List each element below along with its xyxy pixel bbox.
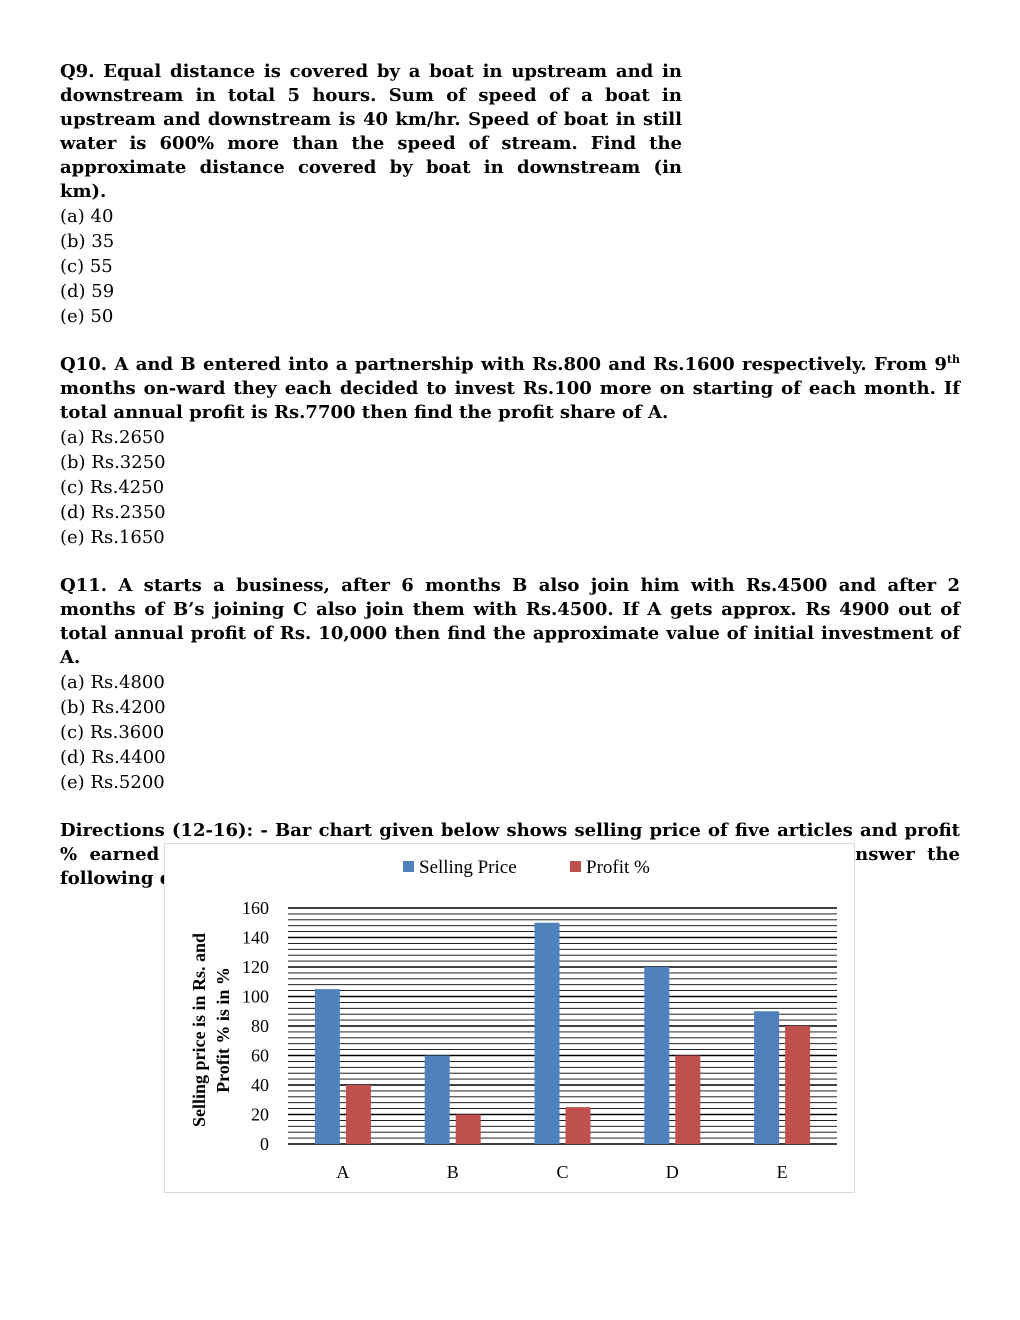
question-10: Q10. A and B entered into a partnership …	[60, 353, 960, 550]
y-axis-label-line2: Profit % is in %	[213, 967, 233, 1093]
option-10a: (a) Rs.2650	[60, 427, 165, 448]
legend-swatch	[403, 861, 414, 872]
option-10e: (e) Rs.1650	[60, 527, 165, 548]
chart-y-ticks: 0 20 40 60 80 100 120 140 160	[242, 898, 269, 1154]
bar-profit-d	[675, 1055, 701, 1144]
question-10-title-sup: th	[946, 353, 960, 366]
y-tick-label: 160	[242, 898, 269, 918]
bar-profit-c	[565, 1107, 591, 1144]
option-11c: (c) Rs.3600	[60, 722, 165, 743]
question-10-title: Q10. A and B entered into a partnership …	[60, 353, 960, 425]
chart-x-ticks: A B C D E	[336, 1162, 787, 1182]
bar-chart: 0 20 40 60 80 100 120 140 160 A B C D E Selling Pric…	[164, 843, 855, 1193]
question-11-options: (a) Rs.4800 (b) Rs.4200 (c) Rs.3600 (d) …	[60, 670, 960, 795]
bar-selling-price-c	[534, 922, 560, 1144]
x-tick-label: B	[447, 1162, 459, 1182]
question-11: Q11. A starts a business, after 6 months…	[60, 574, 960, 795]
option-10d: (d) Rs.2350	[60, 502, 166, 523]
question-11-title: Q11. A starts a business, after 6 months…	[60, 575, 960, 668]
bar-selling-price-e	[754, 1011, 780, 1144]
bar-selling-price-d	[644, 967, 670, 1144]
option-9e: (e) 50	[60, 306, 114, 327]
x-tick-label: D	[666, 1162, 679, 1182]
question-10-options: (a) Rs.2650 (b) Rs.3250 (c) Rs.4250 (d) …	[60, 425, 960, 550]
chart-bars	[314, 922, 811, 1144]
bar-profit-e	[785, 1026, 811, 1144]
option-11b: (b) Rs.4200	[60, 697, 166, 718]
y-tick-label: 20	[251, 1105, 269, 1125]
y-tick-label: 120	[242, 957, 269, 977]
option-9a: (a) 40	[60, 206, 114, 227]
y-tick-label: 40	[251, 1075, 269, 1095]
x-tick-label: A	[336, 1162, 349, 1182]
option-10c: (c) Rs.4250	[60, 477, 165, 498]
bar-chart-svg: 0 20 40 60 80 100 120 140 160 A B C D E Selling Pric…	[189, 857, 837, 1182]
bar-profit-b	[455, 1114, 481, 1144]
y-tick-label: 0	[260, 1134, 269, 1154]
option-9b: (b) 35	[60, 231, 115, 252]
y-axis-label-line1: Selling price is in Rs. and	[189, 933, 209, 1127]
y-tick-label: 60	[251, 1046, 269, 1066]
y-tick-label: 80	[251, 1016, 269, 1036]
question-9: Q9. Equal distance is covered by a boat …	[60, 60, 960, 329]
bar-selling-price-b	[424, 1055, 450, 1144]
x-tick-label: E	[777, 1162, 788, 1182]
chart-legend: Selling Price Profit %	[403, 857, 650, 878]
chart-y-label: Selling price is in Rs. and Profit % is …	[189, 933, 233, 1127]
chart-gridlines	[288, 907, 837, 1145]
question-9-options: (a) 40 (b) 35 (c) 55 (d) 59 (e) 50	[60, 204, 960, 329]
question-9-title: Q9. Equal distance is covered by a boat …	[60, 61, 682, 202]
option-10b: (b) Rs.3250	[60, 452, 166, 473]
option-9d: (d) 59	[60, 281, 115, 302]
option-9c: (c) 55	[60, 256, 113, 277]
y-tick-label: 140	[242, 928, 269, 948]
legend-label: Selling Price	[419, 857, 517, 878]
option-11e: (e) Rs.5200	[60, 772, 165, 793]
option-11d: (d) Rs.4400	[60, 747, 166, 768]
bar-profit-a	[345, 1085, 371, 1144]
question-10-title-pre: Q10. A and B entered into a partnership …	[60, 354, 947, 375]
legend-swatch	[570, 861, 581, 872]
y-tick-label: 100	[242, 987, 269, 1007]
question-10-title-post: months on-ward they each decided to inve…	[60, 378, 960, 423]
legend-label: Profit %	[586, 857, 650, 878]
document-page: Q9. Equal distance is covered by a boat …	[60, 60, 960, 891]
x-tick-label: C	[556, 1162, 568, 1182]
bar-selling-price-a	[314, 989, 340, 1144]
option-11a: (a) Rs.4800	[60, 672, 165, 693]
